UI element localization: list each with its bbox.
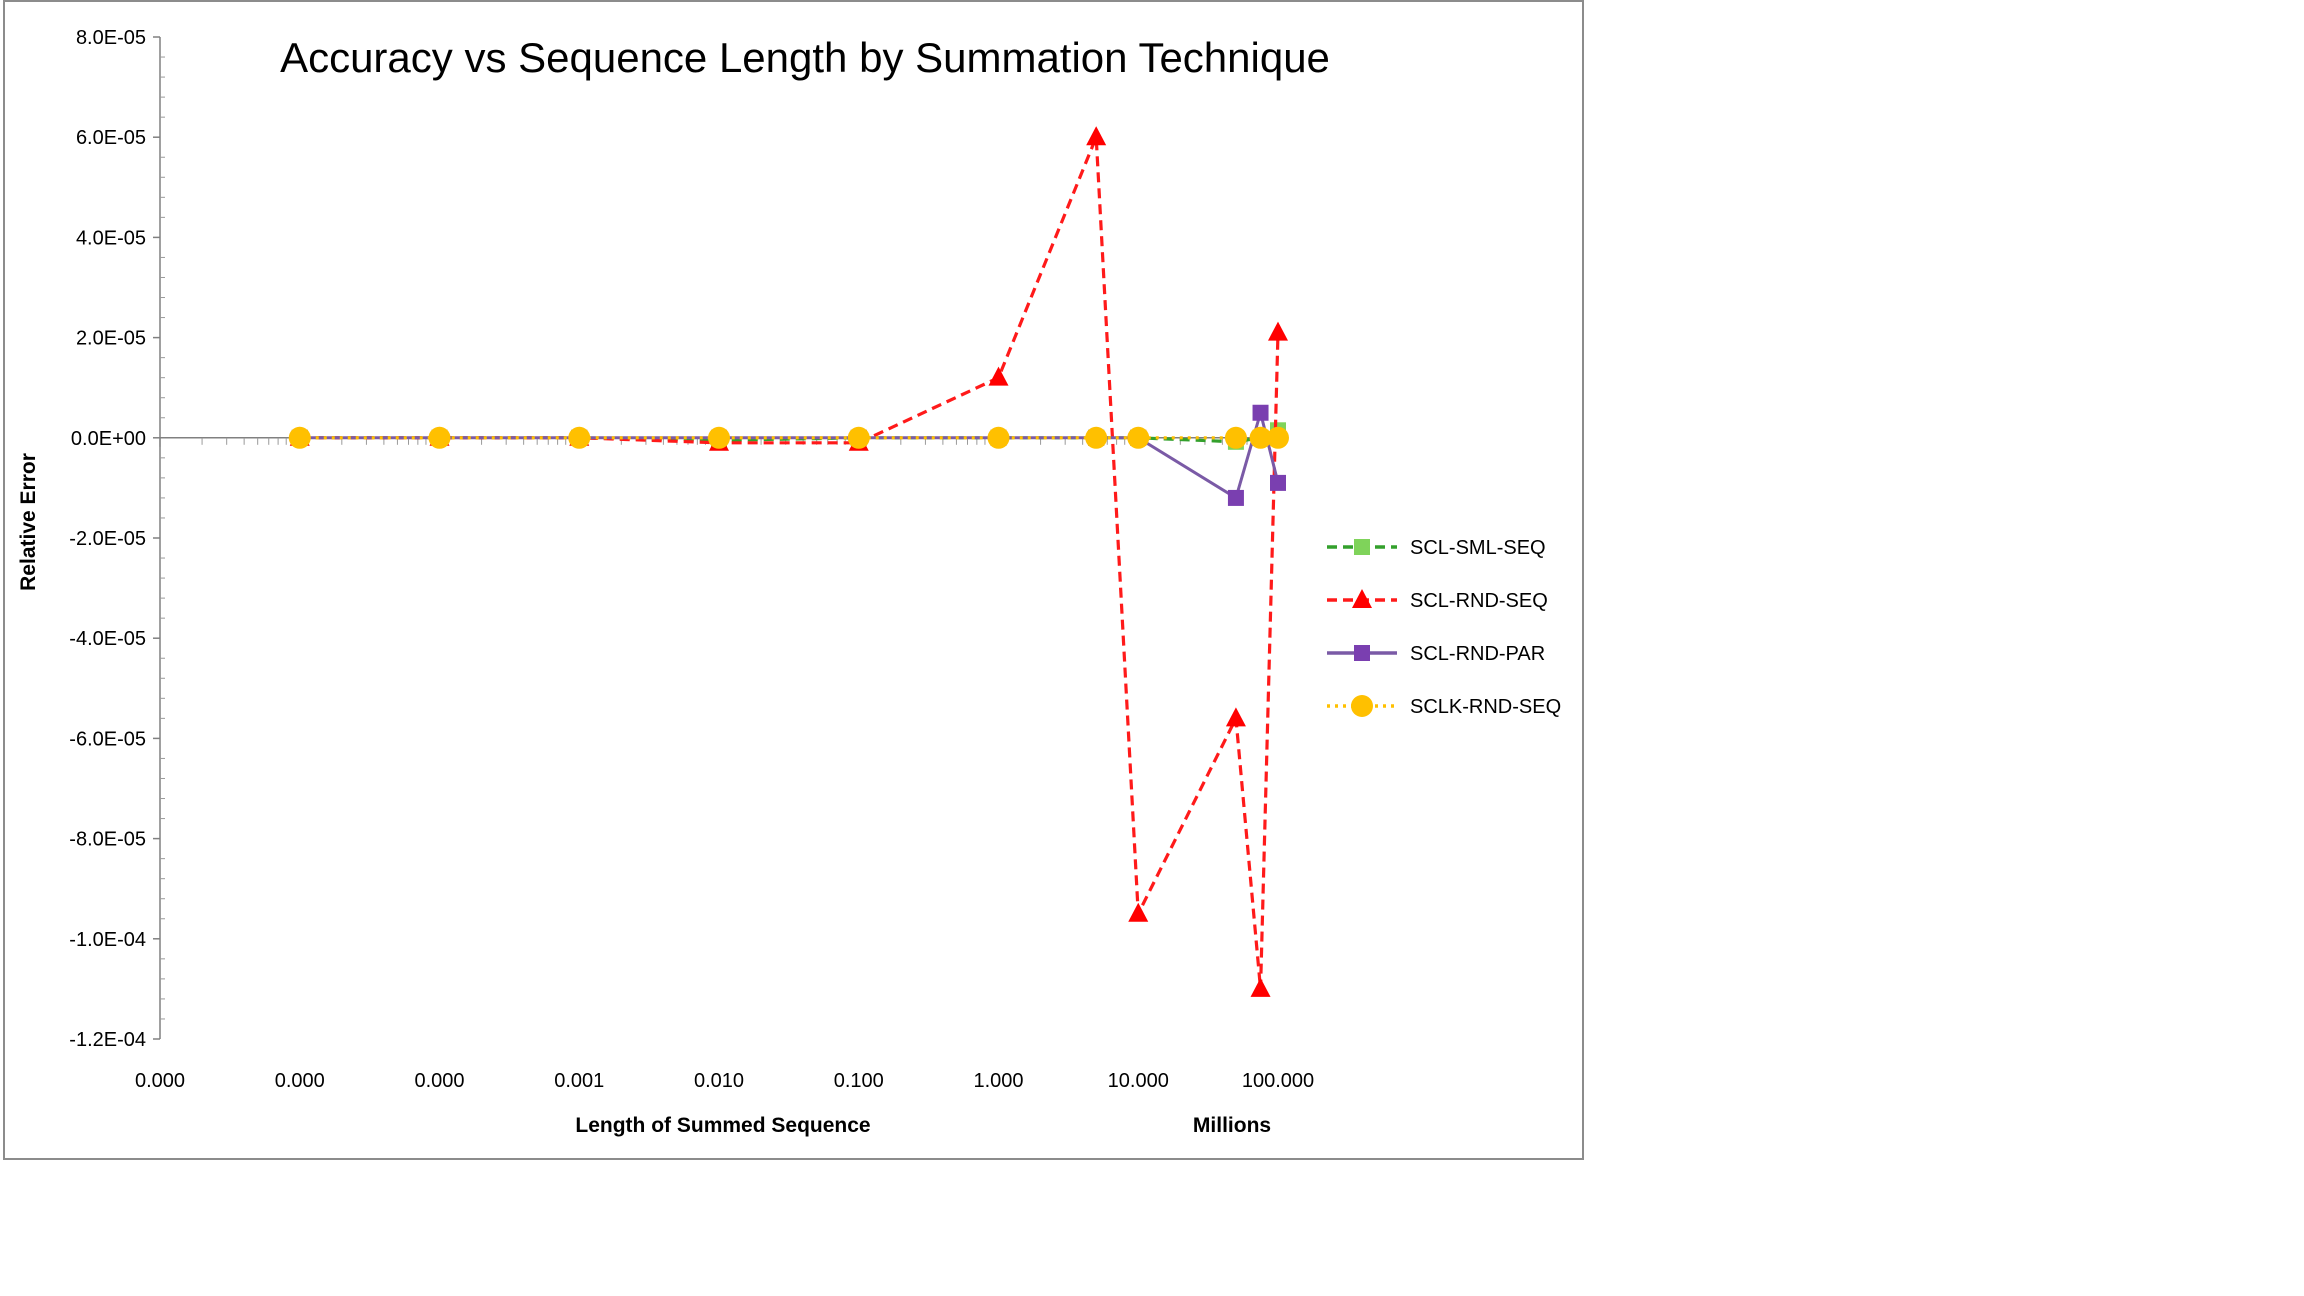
scl-rnd-par-line bbox=[299, 406, 1280, 501]
y-tick-label: -8.0E-05 bbox=[69, 829, 146, 851]
sclk-rnd-seq-point bbox=[1267, 426, 1289, 449]
scl-rnd-par-point bbox=[1227, 489, 1244, 506]
x-tick-label: 0.000 bbox=[414, 1070, 464, 1092]
x-axis-title: Length of Summed Sequence bbox=[575, 1114, 870, 1137]
scl-rnd-par-point bbox=[1354, 645, 1370, 661]
y-axis-title: Relative Error bbox=[17, 453, 40, 591]
x-tick-label: 10.000 bbox=[1108, 1070, 1169, 1092]
legend-label: SCL-RND-PAR bbox=[1410, 643, 1545, 665]
scl-rnd-par-point bbox=[1270, 474, 1286, 491]
legend-item: SCL-RND-SEQ bbox=[1327, 589, 1548, 612]
axes: 8.0E-05 6.0E-05 4.0E-05 2.0E-05 0.0E+00 -2.0E… bbox=[69, 27, 1314, 1092]
scl-rnd-seq-point bbox=[1250, 977, 1271, 997]
y-tick-label: 4.0E-05 bbox=[76, 227, 146, 249]
y-tick-label: 6.0E-05 bbox=[76, 127, 146, 149]
y-tick-label: -6.0E-05 bbox=[69, 728, 146, 750]
chart-frame: Accuracy vs Sequence Length by Summation… bbox=[3, 0, 1584, 1160]
scl-rnd-seq-point bbox=[1352, 589, 1372, 608]
legend-item: SCL-SML-SEQ bbox=[1327, 537, 1546, 559]
scl-rnd-par-series bbox=[291, 404, 1286, 506]
legend: SCL-SML-SEQ SCL-RND-SEQ SCL-RND-PAR SCLK-RN… bbox=[1327, 537, 1561, 718]
sclk-rnd-seq-point bbox=[1249, 426, 1272, 449]
sclk-rnd-seq-point bbox=[987, 426, 1010, 449]
sclk-rnd-seq-point bbox=[1127, 426, 1150, 449]
x-tick-label: 0.010 bbox=[694, 1070, 744, 1092]
scl-rnd-seq-point bbox=[1268, 321, 1288, 341]
legend-label: SCL-RND-SEQ bbox=[1410, 590, 1548, 612]
scl-rnd-seq-series bbox=[289, 126, 1288, 997]
sclk-rnd-seq-point bbox=[288, 426, 311, 449]
legend-item: SCLK-RND-SEQ bbox=[1327, 695, 1561, 718]
scl-rnd-seq-line bbox=[299, 136, 1280, 990]
scl-rnd-seq-point bbox=[988, 366, 1009, 386]
y-tick-label: -2.0E-05 bbox=[69, 528, 146, 550]
scl-rnd-par-point bbox=[1252, 404, 1269, 421]
x-tick-label: 1.000 bbox=[973, 1070, 1023, 1092]
scl-sml-seq-point bbox=[1354, 539, 1370, 555]
series-layer bbox=[288, 126, 1289, 997]
sclk-rnd-seq-point bbox=[1224, 426, 1247, 449]
scl-rnd-seq-point bbox=[1128, 902, 1149, 922]
scl-rnd-seq-point bbox=[1086, 126, 1107, 146]
sclk-rnd-seq-point bbox=[1351, 695, 1373, 717]
y-tick-label: -1.2E-04 bbox=[69, 1029, 146, 1051]
sclk-rnd-seq-series bbox=[288, 426, 1289, 449]
sclk-rnd-seq-point bbox=[1085, 426, 1108, 449]
y-tick-label: 2.0E-05 bbox=[76, 328, 146, 350]
x-tick-label: 0.100 bbox=[834, 1070, 884, 1092]
sclk-rnd-seq-point bbox=[708, 426, 730, 449]
x-tick-label: 0.001 bbox=[554, 1070, 604, 1092]
y-tick-label: 0.0E+00 bbox=[71, 428, 146, 450]
chart-svg: Accuracy vs Sequence Length by Summation… bbox=[17, 27, 1561, 1137]
sclk-rnd-seq-point bbox=[847, 426, 870, 449]
x-axis-unit-label: Millions bbox=[1193, 1114, 1271, 1137]
sclk-rnd-seq-point bbox=[428, 426, 451, 449]
x-tick-label: 0.000 bbox=[275, 1070, 325, 1092]
legend-item: SCL-RND-PAR bbox=[1327, 643, 1545, 665]
sclk-rnd-seq-point bbox=[568, 426, 591, 449]
y-tick-label: 8.0E-05 bbox=[76, 27, 146, 49]
x-tick-label: 100.000 bbox=[1242, 1070, 1314, 1092]
x-tick-label: 0.000 bbox=[135, 1070, 185, 1092]
chart-title: Accuracy vs Sequence Length by Summation… bbox=[280, 34, 1330, 81]
legend-label: SCLK-RND-SEQ bbox=[1410, 696, 1561, 718]
scl-rnd-seq-point bbox=[1225, 707, 1246, 727]
y-tick-label: -4.0E-05 bbox=[69, 628, 146, 650]
y-tick-label: -1.0E-04 bbox=[69, 929, 146, 951]
legend-label: SCL-SML-SEQ bbox=[1410, 537, 1546, 559]
